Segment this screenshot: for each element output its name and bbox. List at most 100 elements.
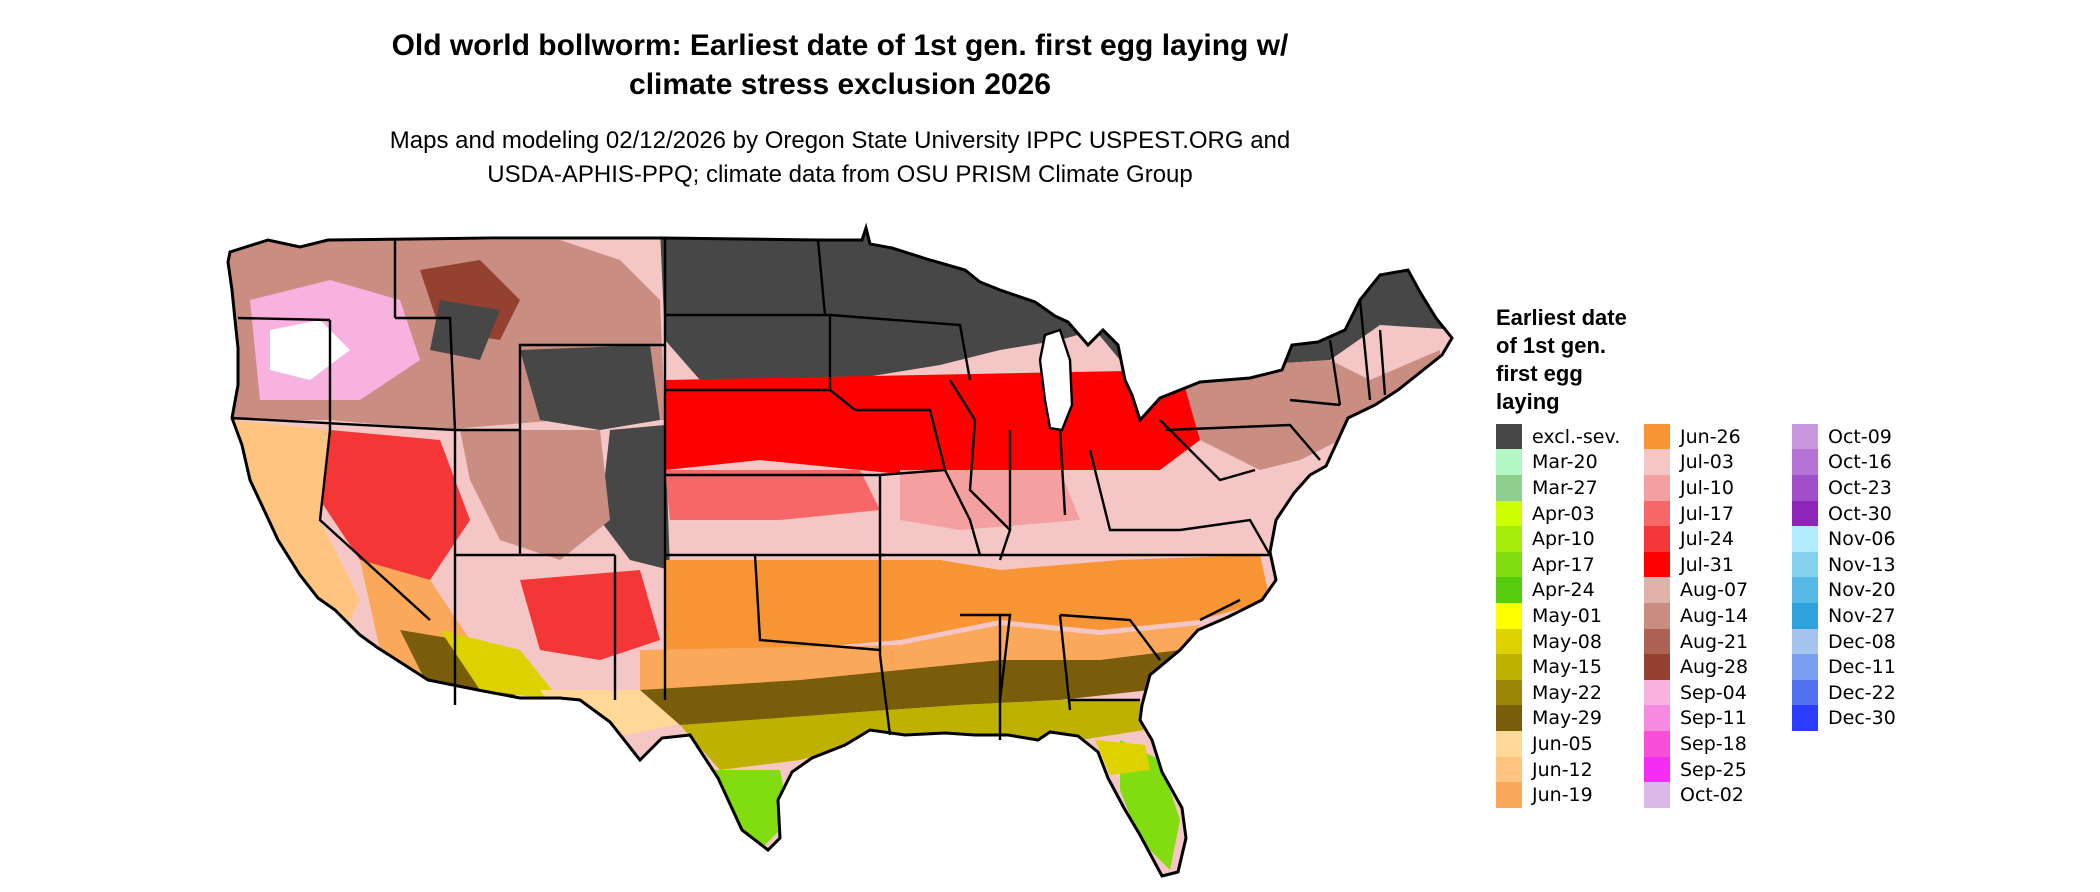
legend-swatch bbox=[1496, 551, 1522, 578]
legend-label: Jul-10 bbox=[1680, 476, 1734, 499]
legend-swatch bbox=[1496, 423, 1522, 450]
legend-swatch bbox=[1496, 679, 1522, 706]
legend-label: Jun-19 bbox=[1532, 784, 1593, 807]
legend-item: Oct-23 bbox=[1792, 474, 1940, 501]
lake-michigan bbox=[1038, 328, 1074, 432]
map-subtitle: Maps and modeling 02/12/2026 by Oregon S… bbox=[240, 124, 1440, 192]
legend-label: Mar-20 bbox=[1532, 451, 1598, 474]
legend-swatch bbox=[1496, 526, 1522, 553]
legend-swatch bbox=[1644, 628, 1670, 655]
legend-item: May-01 bbox=[1496, 602, 1644, 629]
legend-label: Aug-28 bbox=[1680, 656, 1749, 679]
legend-label: Oct-16 bbox=[1828, 451, 1892, 474]
legend-swatch bbox=[1496, 782, 1522, 809]
legend-label: Apr-17 bbox=[1532, 553, 1595, 576]
legend-item: Sep-11 bbox=[1644, 705, 1792, 732]
legend-label: May-08 bbox=[1532, 630, 1602, 653]
subtitle-line: Maps and modeling 02/12/2026 by Oregon S… bbox=[389, 127, 1291, 154]
legend-title-line: Earliest date bbox=[1496, 305, 1627, 330]
legend-label: Apr-03 bbox=[1532, 502, 1595, 525]
subtitle-line: USDA-APHIS-PPQ; climate data from OSU PR… bbox=[487, 161, 1193, 188]
legend-item: Aug-28 bbox=[1644, 654, 1792, 681]
legend-label: Oct-09 bbox=[1828, 425, 1892, 448]
legend-label: Nov-27 bbox=[1828, 604, 1896, 627]
legend-column: Jun-26 Jul-03 Jul-10 Jul-17 Jul-24 Jul-31 Aug-… bbox=[1644, 423, 1792, 809]
legend-swatch bbox=[1792, 602, 1818, 629]
legend-swatch bbox=[1644, 730, 1670, 757]
legend-swatch bbox=[1496, 449, 1522, 476]
legend-swatch bbox=[1792, 705, 1818, 732]
legend-item: Sep-25 bbox=[1644, 756, 1792, 783]
legend-swatch bbox=[1496, 602, 1522, 629]
title-line: climate stress exclusion 2026 bbox=[629, 68, 1051, 101]
legend-item: Dec-11 bbox=[1792, 654, 1940, 681]
legend-title-line: of 1st gen. bbox=[1496, 333, 1607, 358]
legend-item: Dec-08 bbox=[1792, 628, 1940, 655]
legend-item: Jul-03 bbox=[1644, 449, 1792, 476]
legend-item: Apr-03 bbox=[1496, 500, 1644, 527]
us-border bbox=[226, 222, 1454, 878]
legend-label: Mar-27 bbox=[1532, 476, 1598, 499]
legend-item: Jun-19 bbox=[1496, 782, 1644, 809]
legend-item: May-22 bbox=[1496, 679, 1644, 706]
legend-item: Apr-10 bbox=[1496, 526, 1644, 553]
legend-item: Jul-24 bbox=[1644, 526, 1792, 553]
legend-swatch bbox=[1644, 654, 1670, 681]
legend-swatch bbox=[1644, 577, 1670, 604]
legend-swatch bbox=[1496, 474, 1522, 501]
legend-swatch bbox=[1792, 654, 1818, 681]
legend-label: May-22 bbox=[1532, 681, 1602, 704]
legend-item: Oct-16 bbox=[1792, 449, 1940, 476]
legend-item: Jun-12 bbox=[1496, 756, 1644, 783]
legend-swatch bbox=[1644, 782, 1670, 809]
legend-label: Aug-14 bbox=[1680, 604, 1749, 627]
state-boundaries bbox=[231, 238, 1387, 740]
legend-label: Oct-02 bbox=[1680, 784, 1744, 807]
legend-label: Oct-30 bbox=[1828, 502, 1892, 525]
legend-item: Aug-07 bbox=[1644, 577, 1792, 604]
legend-label: Aug-07 bbox=[1680, 579, 1749, 602]
legend-item: Nov-13 bbox=[1792, 551, 1940, 578]
legend-item: Jul-10 bbox=[1644, 474, 1792, 501]
legend-label: Jul-03 bbox=[1680, 451, 1734, 474]
legend-column: Oct-09 Oct-16 Oct-23 Oct-30 Nov-06 Nov-13 Nov-… bbox=[1792, 423, 1940, 808]
legend-label: Sep-25 bbox=[1680, 758, 1747, 781]
legend-label: Apr-10 bbox=[1532, 528, 1595, 551]
legend-label: Dec-11 bbox=[1828, 656, 1896, 679]
legend-item: Apr-17 bbox=[1496, 551, 1644, 578]
legend-label: Sep-11 bbox=[1680, 707, 1747, 730]
legend-swatch bbox=[1644, 756, 1670, 783]
legend-label: May-15 bbox=[1532, 656, 1602, 679]
legend-swatch bbox=[1644, 679, 1670, 706]
map-title: Old world bollworm: Earliest date of 1st… bbox=[240, 26, 1440, 104]
legend-label: Jul-24 bbox=[1680, 528, 1734, 551]
legend-swatch bbox=[1496, 500, 1522, 527]
legend-swatch bbox=[1792, 423, 1818, 450]
legend-swatch bbox=[1644, 705, 1670, 732]
title-line: Old world bollworm: Earliest date of 1st… bbox=[391, 29, 1289, 62]
legend-item: Sep-18 bbox=[1644, 730, 1792, 757]
legend-label: Oct-23 bbox=[1828, 476, 1892, 499]
legend-columns: excl.-sev. Mar-20 Mar-27 Apr-03 Apr-10 Apr-17… bbox=[1496, 423, 2056, 809]
legend-swatch bbox=[1792, 449, 1818, 476]
legend-item: Nov-06 bbox=[1792, 526, 1940, 553]
legend-item: Sep-04 bbox=[1644, 679, 1792, 706]
legend-swatch bbox=[1496, 654, 1522, 681]
legend-swatch bbox=[1792, 679, 1818, 706]
legend-item: Oct-30 bbox=[1792, 500, 1940, 527]
legend-item: Jun-05 bbox=[1496, 730, 1644, 757]
legend-swatch bbox=[1644, 602, 1670, 629]
legend-label: Jun-26 bbox=[1680, 425, 1741, 448]
legend-column: excl.-sev. Mar-20 Mar-27 Apr-03 Apr-10 Apr-17… bbox=[1496, 423, 1644, 809]
legend-item: May-08 bbox=[1496, 628, 1644, 655]
legend-item: Mar-20 bbox=[1496, 449, 1644, 476]
legend-label: excl.-sev. bbox=[1532, 425, 1621, 448]
legend-item: Jul-17 bbox=[1644, 500, 1792, 527]
legend-swatch bbox=[1792, 628, 1818, 655]
legend-label: Nov-20 bbox=[1828, 579, 1896, 602]
legend-swatch bbox=[1496, 756, 1522, 783]
legend-swatch bbox=[1644, 551, 1670, 578]
legend-label: Sep-04 bbox=[1680, 681, 1747, 704]
